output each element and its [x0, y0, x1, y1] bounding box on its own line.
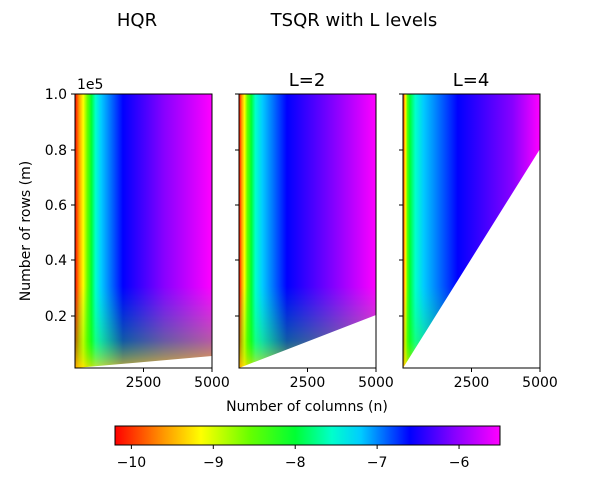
panel-l2-xtick-label-5000: 5000: [358, 375, 394, 391]
colorbar: −10 −9 −8 −7 −6: [114, 425, 501, 471]
colorbar-tick-label: −8: [285, 455, 306, 471]
figure-title-right: TSQR with L levels: [270, 10, 438, 31]
panel-l2-empty-region: [239, 315, 376, 368]
colorbar-tick-label: −6: [449, 455, 470, 471]
panel-l2-xlabel: Number of columns (n): [226, 399, 388, 415]
panel-hqr-ytick-label-0-6: 0.6: [45, 198, 67, 214]
panel-l2-heatmap-fade: [239, 94, 376, 368]
colorbar-tick-label: −7: [367, 455, 388, 471]
panel-hqr: 1e5 Number of rows (m) 1.0 0.8 0.6 0.4 0…: [18, 77, 230, 391]
panel-hqr-ytick-label-0-8: 0.8: [45, 143, 67, 159]
panel-hqr-ytick-label-0-2: 0.2: [45, 309, 67, 325]
colorbar-frame: [114, 425, 501, 446]
panel-hqr-xtick-label-5000: 5000: [194, 375, 230, 391]
panel-hqr-ytick-label-0-4: 0.4: [45, 253, 67, 269]
panel-l4-xtick-label-2500: 2500: [454, 375, 490, 391]
panel-l2-title: L=2: [289, 70, 326, 91]
panel-hqr-empty-region: [75, 356, 212, 368]
panel-hqr-ytick-label-1-0: 1.0: [45, 87, 67, 103]
panel-l4: L=4 2500 5000: [399, 70, 558, 391]
panel-hqr-ylabel: Number of rows (m): [18, 161, 34, 301]
panel-hqr-offset-label: 1e5: [77, 77, 103, 93]
panel-hqr-heatmap-fade: [75, 94, 212, 368]
panel-l2: L=2 2500 5000 Number of columns (n): [226, 70, 394, 415]
panel-hqr-xtick-label-2500: 2500: [126, 375, 162, 391]
panel-l4-empty-region: [403, 149, 540, 368]
panel-l4-title: L=4: [453, 70, 490, 91]
colorbar-tick-label: −10: [117, 455, 147, 471]
panel-l2-xtick-label-2500: 2500: [290, 375, 326, 391]
colorbar-ticks: −10 −9 −8 −7 −6: [117, 445, 470, 471]
figure-title-left: HQR: [117, 10, 157, 31]
colorbar-gradient: [115, 426, 500, 445]
colorbar-tick-label: −9: [203, 455, 224, 471]
panel-l4-xtick-label-5000: 5000: [522, 375, 558, 391]
